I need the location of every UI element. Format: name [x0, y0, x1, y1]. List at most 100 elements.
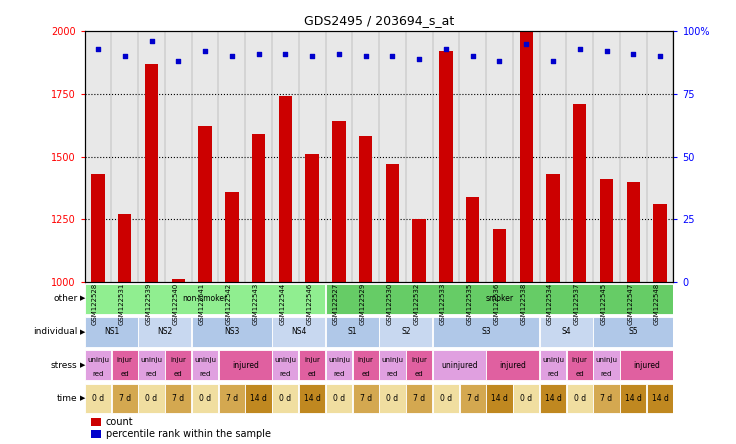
- Text: red: red: [386, 370, 398, 377]
- Bar: [192, 350, 218, 380]
- Text: count: count: [106, 417, 133, 427]
- Bar: [493, 229, 506, 282]
- Bar: [379, 317, 432, 347]
- Bar: [165, 350, 191, 380]
- Text: GSM122530: GSM122530: [386, 283, 392, 325]
- Bar: [219, 384, 245, 413]
- Text: GSM122529: GSM122529: [360, 283, 366, 325]
- Point: [494, 58, 506, 65]
- Text: ed: ed: [415, 370, 423, 377]
- Text: stress: stress: [51, 361, 77, 370]
- Bar: [138, 350, 165, 380]
- Text: GSM122542: GSM122542: [226, 283, 232, 325]
- Bar: [459, 384, 486, 413]
- Bar: [192, 317, 272, 347]
- Bar: [112, 384, 138, 413]
- Bar: [486, 350, 539, 380]
- Bar: [466, 197, 479, 282]
- Text: 7 d: 7 d: [467, 394, 479, 403]
- Text: 0 d: 0 d: [279, 394, 291, 403]
- Bar: [406, 384, 432, 413]
- Text: NS3: NS3: [224, 327, 239, 337]
- Bar: [326, 317, 379, 347]
- Bar: [600, 179, 613, 282]
- Text: red: red: [280, 370, 291, 377]
- Text: 7 d: 7 d: [601, 394, 612, 403]
- Text: GSM122546: GSM122546: [306, 283, 312, 325]
- Text: time: time: [57, 394, 77, 403]
- Text: uninju: uninju: [328, 357, 350, 363]
- Text: NS1: NS1: [104, 327, 119, 337]
- Text: GSM122532: GSM122532: [413, 283, 420, 325]
- Point: [306, 53, 318, 60]
- Text: 0 d: 0 d: [440, 394, 452, 403]
- Bar: [165, 384, 191, 413]
- Bar: [272, 384, 299, 413]
- Point: [574, 45, 586, 52]
- Text: S2: S2: [401, 327, 411, 337]
- Text: GSM122540: GSM122540: [172, 283, 178, 325]
- Text: 7 d: 7 d: [226, 394, 238, 403]
- Text: red: red: [601, 370, 612, 377]
- Bar: [540, 317, 593, 347]
- Text: GSM122539: GSM122539: [146, 283, 152, 325]
- Text: ed: ed: [576, 370, 584, 377]
- Text: uninju: uninju: [141, 357, 163, 363]
- Bar: [379, 384, 406, 413]
- Bar: [433, 384, 459, 413]
- Bar: [353, 384, 379, 413]
- Text: injured: injured: [500, 361, 526, 370]
- Text: injur: injur: [170, 357, 186, 363]
- Bar: [593, 317, 673, 347]
- Text: 7 d: 7 d: [172, 394, 185, 403]
- Bar: [332, 121, 346, 282]
- Text: 0 d: 0 d: [92, 394, 104, 403]
- Bar: [513, 384, 539, 413]
- Point: [547, 58, 559, 65]
- Point: [360, 53, 372, 60]
- Point: [92, 45, 104, 52]
- Point: [280, 50, 291, 57]
- Text: red: red: [146, 370, 158, 377]
- Bar: [567, 350, 593, 380]
- Text: smoker: smoker: [486, 294, 514, 303]
- Point: [386, 53, 398, 60]
- Bar: [386, 164, 399, 282]
- Text: GDS2495 / 203694_s_at: GDS2495 / 203694_s_at: [304, 14, 454, 27]
- Bar: [85, 384, 111, 413]
- Text: non-smoker: non-smoker: [183, 294, 227, 303]
- Text: GSM122533: GSM122533: [440, 283, 446, 325]
- Bar: [118, 214, 132, 282]
- Text: GSM122536: GSM122536: [493, 283, 500, 325]
- Bar: [546, 174, 559, 282]
- Bar: [272, 350, 299, 380]
- Bar: [433, 350, 486, 380]
- Text: GSM122543: GSM122543: [252, 283, 258, 325]
- Text: 7 d: 7 d: [118, 394, 131, 403]
- Point: [440, 45, 452, 52]
- Bar: [112, 350, 138, 380]
- Bar: [540, 350, 566, 380]
- Text: 14 d: 14 d: [625, 394, 642, 403]
- Text: GSM122548: GSM122548: [654, 283, 660, 325]
- Bar: [520, 31, 533, 282]
- Text: uninju: uninju: [275, 357, 297, 363]
- Bar: [225, 192, 238, 282]
- Text: injured: injured: [633, 361, 660, 370]
- Bar: [593, 384, 620, 413]
- Bar: [246, 384, 272, 413]
- Point: [252, 50, 264, 57]
- Text: other: other: [53, 294, 77, 303]
- Text: ed: ed: [121, 370, 129, 377]
- Bar: [219, 350, 272, 380]
- Point: [333, 50, 344, 57]
- Text: uninju: uninju: [87, 357, 109, 363]
- Bar: [305, 154, 319, 282]
- Point: [520, 40, 532, 47]
- Text: NS2: NS2: [158, 327, 172, 337]
- Text: 7 d: 7 d: [360, 394, 372, 403]
- Text: 0 d: 0 d: [520, 394, 532, 403]
- Text: GSM122531: GSM122531: [118, 283, 125, 325]
- Text: S4: S4: [562, 327, 571, 337]
- Bar: [573, 104, 587, 282]
